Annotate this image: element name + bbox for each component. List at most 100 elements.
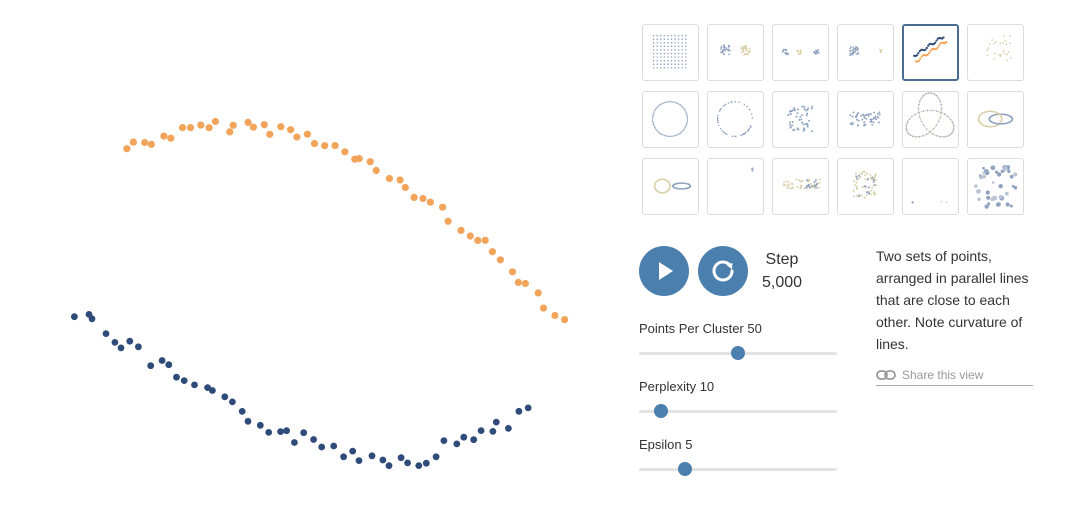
perplexity-handle[interactable]	[653, 404, 668, 418]
points-per-cluster-track[interactable]	[639, 346, 837, 360]
thumb-point	[656, 63, 658, 65]
navy-point	[385, 462, 393, 470]
thumb-point	[657, 105, 660, 107]
thumb-point	[864, 123, 867, 126]
thumb-point	[917, 59, 921, 62]
dataset-thumb-linked-rings[interactable]	[967, 91, 1024, 148]
orange-point	[396, 176, 404, 184]
thumb-point	[951, 131, 954, 133]
thumb-point	[684, 49, 687, 51]
dataset-thumb-gaussian-cloud-elongated[interactable]	[837, 91, 894, 148]
thumb-point	[926, 133, 928, 135]
navy-point	[440, 437, 448, 444]
perplexity-track[interactable]	[639, 404, 837, 418]
dataset-thumb-two-different-sized-clusters[interactable]	[837, 24, 894, 81]
tsne-scatter-canvas	[71, 117, 569, 470]
thumb-point	[938, 98, 941, 101]
thumb-point	[793, 106, 796, 109]
thumb-point	[677, 133, 680, 135]
thumb-point	[909, 134, 912, 136]
dataset-thumb-circle-evenly-spaced[interactable]	[642, 91, 699, 148]
thumb-point	[659, 45, 662, 48]
thumb-point	[787, 185, 790, 188]
thumb-point	[878, 113, 881, 116]
thumb-point	[906, 122, 908, 125]
thumb-point	[952, 124, 955, 126]
thumb-point	[670, 56, 673, 58]
thumb-point	[788, 183, 791, 186]
navy-point	[277, 428, 284, 435]
dataset-thumb-random-walk[interactable]	[772, 158, 829, 215]
dataset-thumb-equally-spaced[interactable]	[902, 158, 959, 215]
thumb-point	[674, 41, 676, 44]
dataset-thumb-unlinked-rings[interactable]	[642, 158, 699, 215]
thumb-point	[939, 136, 942, 138]
thumb-point	[987, 202, 991, 206]
thumb-point	[677, 45, 680, 48]
thumb-point	[862, 170, 865, 173]
thumb-point	[907, 119, 910, 122]
thumb-point	[682, 106, 684, 109]
thumb-point	[652, 41, 655, 44]
dataset-thumb-random-walk-cloud[interactable]	[967, 24, 1024, 81]
thumb-preview	[849, 111, 881, 127]
thumb-point	[995, 170, 999, 174]
thumb-point	[788, 121, 791, 124]
thumb-point	[781, 50, 784, 52]
dataset-thumb-three-clusters[interactable]	[772, 24, 829, 81]
thumb-point	[854, 184, 856, 187]
thumb-point	[799, 49, 802, 52]
epsilon-track[interactable]	[639, 462, 837, 476]
dataset-thumb-circle-randomly-spaced[interactable]	[707, 91, 764, 148]
thumb-point	[727, 44, 730, 47]
thumb-point	[681, 56, 683, 58]
thumb-point	[803, 107, 806, 110]
thumb-point	[990, 197, 995, 202]
thumb-point	[852, 46, 855, 49]
thumb-point	[786, 187, 789, 190]
epsilon-slider: Epsilon 5	[639, 436, 837, 476]
thumb-point	[686, 114, 688, 117]
dataset-thumb-parallel-lines[interactable]	[902, 24, 959, 81]
thumb-point	[857, 119, 860, 122]
thumb-point	[667, 100, 669, 103]
thumb-point	[869, 121, 872, 123]
thumb-point	[850, 45, 853, 48]
thumb-point	[986, 48, 988, 51]
dataset-thumb-orthogonal-steps[interactable]	[707, 158, 764, 215]
thumb-point	[947, 134, 950, 137]
thumb-point	[927, 44, 930, 47]
dataset-thumb-grid[interactable]	[642, 24, 699, 81]
navy-point	[330, 442, 338, 450]
reset-button[interactable]	[698, 246, 748, 296]
thumb-point	[989, 110, 992, 113]
points-per-cluster-handle[interactable]	[731, 346, 745, 360]
thumb-point	[924, 134, 926, 136]
thumb-point	[997, 172, 1001, 176]
thumb-point	[749, 50, 751, 53]
thumb-point	[782, 48, 785, 51]
dataset-thumb-trefoil-knot[interactable]	[902, 91, 959, 148]
navy-point	[147, 362, 155, 370]
share-link[interactable]: Share this view	[876, 364, 1033, 386]
thumb-point	[656, 38, 658, 40]
thumb-point	[674, 101, 677, 104]
thumb-point	[811, 105, 814, 108]
navy-point	[117, 344, 125, 352]
thumb-point	[681, 63, 683, 65]
navy-point	[165, 361, 173, 369]
dataset-thumb-sparse-clusters[interactable]	[967, 158, 1024, 215]
thumb-point	[815, 52, 818, 55]
thumb-point	[677, 59, 680, 62]
dataset-thumb-random-jump[interactable]	[837, 158, 894, 215]
thumb-point	[806, 179, 809, 182]
epsilon-handle[interactable]	[677, 462, 692, 476]
orange-point	[249, 123, 257, 131]
thumb-point	[811, 185, 813, 188]
dataset-thumb-gaussian-cloud-small[interactable]	[772, 91, 829, 148]
thumb-point	[874, 115, 877, 118]
thumb-point	[747, 53, 749, 56]
thumb-point	[670, 41, 673, 44]
play-button[interactable]	[639, 246, 689, 296]
dataset-thumb-two-clusters[interactable]	[707, 24, 764, 81]
